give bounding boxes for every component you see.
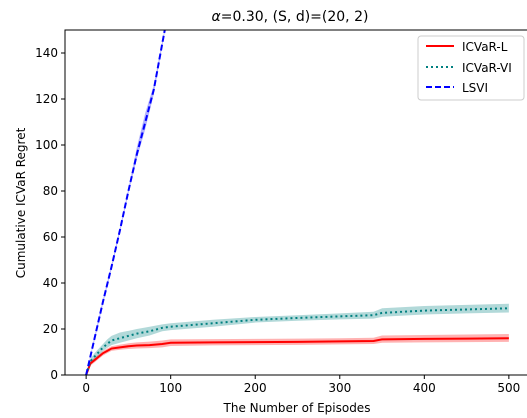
x-tick-label: 200 [244,381,267,395]
y-axis: 0 20 40 60 80 100 120 140 [35,46,65,382]
y-tick-label: 60 [43,230,58,244]
legend-box [417,35,525,101]
y-tick-label: 40 [43,276,58,290]
series-line-lsvi [85,30,166,375]
series-line-icvar-vi [85,307,509,375]
plot-frame [64,29,527,376]
y-tick-label: 0 [50,368,58,382]
x-axis-label: The Number of Episodes [223,401,371,415]
series-line-icvar-l [85,337,509,375]
x-tick-label: 400 [413,381,436,395]
x-tick-label: 300 [328,381,351,395]
legend: ICVaR-L ICVaR-VI LSVI [417,35,525,101]
band-icvar-vi [86,303,509,375]
y-axis-label: Cumulative ICVaR Regret [14,127,28,278]
series-lines [85,30,509,375]
y-tick-label: 100 [35,138,58,152]
chart-title-alpha: α [212,9,222,25]
x-tick-label: 500 [497,381,520,395]
legend-label-icvar-l: ICVaR-L [462,40,508,54]
y-tick-label: 140 [35,46,58,60]
y-tick-label: 20 [43,322,58,336]
chart-title: α=0.30, (S, d)=(20, 2) [212,9,369,25]
legend-label-lsvi: LSVI [462,81,488,95]
x-tick-label: 100 [159,381,182,395]
x-axis: 0 100 200 300 400 500 [82,375,520,395]
y-tick-label: 80 [43,184,58,198]
x-tick-label: 0 [82,381,90,395]
legend-label-icvar-vi: ICVaR-VI [462,61,512,75]
band-lsvi [86,30,165,375]
y-tick-label: 120 [35,92,58,106]
band-icvar-l [86,334,509,375]
chart-title-text: =0.30, (S, d)=(20, 2) [221,9,369,25]
